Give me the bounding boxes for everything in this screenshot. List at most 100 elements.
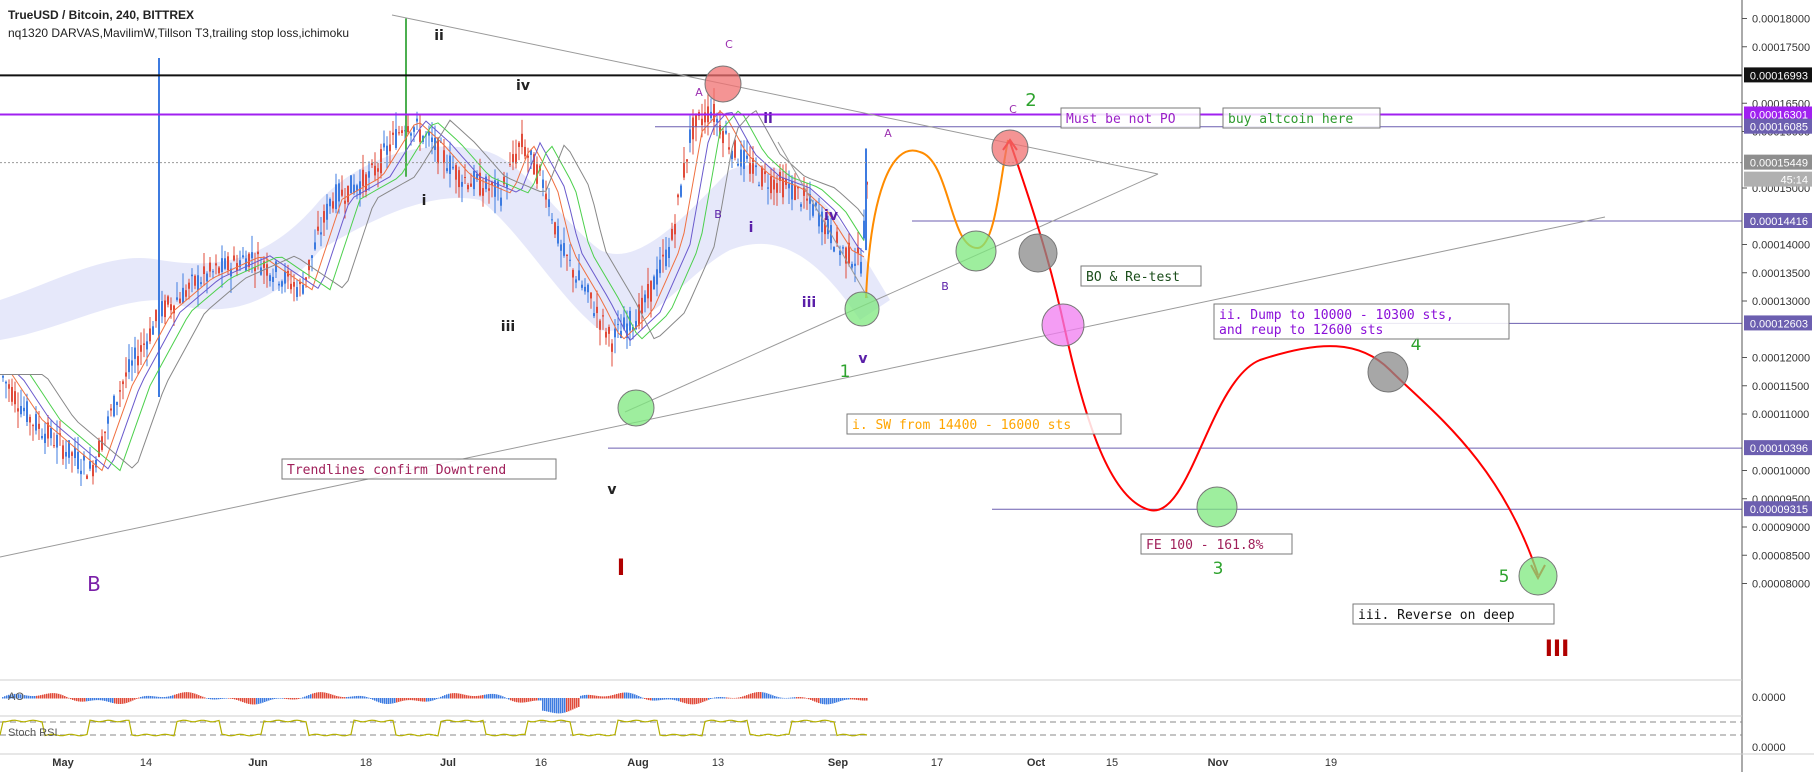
candle-body <box>569 259 571 261</box>
candle-body <box>815 202 817 206</box>
candle-body <box>41 435 43 439</box>
ao-bar <box>794 697 796 699</box>
wave-label: 3 <box>1213 559 1224 579</box>
wave-label: 2 <box>1025 90 1036 111</box>
ao-bar <box>748 694 750 699</box>
ao-bar <box>714 697 716 699</box>
ao-bar <box>44 694 46 699</box>
candle-body <box>125 372 127 377</box>
ao-bar <box>310 694 312 699</box>
candle-body <box>461 181 463 187</box>
ao-bar <box>744 695 746 699</box>
ao-bar <box>450 693 452 699</box>
ao-bar <box>294 698 296 700</box>
ao-bar <box>402 698 404 701</box>
time-axis: May 14 Jun 18 Jul 16 Aug 13 Sep 17 Oct 15 Nov 19 <box>52 757 1337 769</box>
ao-bar <box>298 698 300 699</box>
ao-bar <box>300 697 302 699</box>
ao-bar <box>844 698 846 701</box>
candle-body <box>809 194 811 204</box>
ao-bar <box>158 696 160 699</box>
ao-bar <box>192 692 194 699</box>
ao-bar <box>240 698 242 702</box>
candle-body <box>389 144 391 152</box>
candle-body <box>674 223 676 235</box>
candle-body <box>224 258 226 269</box>
ao-bar <box>42 694 44 699</box>
candle-body <box>347 185 349 203</box>
ao-bar <box>610 695 612 699</box>
candle-body <box>773 179 775 190</box>
candle-body <box>482 188 484 196</box>
ao-bar <box>28 695 30 699</box>
ao-bar <box>826 698 828 705</box>
ao-bar <box>678 698 680 702</box>
candle-body <box>689 129 691 143</box>
candle-body <box>800 204 802 207</box>
ao-bar <box>34 695 36 699</box>
ao-bar <box>680 698 682 702</box>
ao-bar <box>656 698 658 701</box>
candle-body <box>602 315 604 317</box>
candle-body <box>155 309 157 322</box>
price-tag <box>1744 171 1812 187</box>
candle-body <box>686 159 688 162</box>
ao-bar <box>94 698 96 701</box>
ao-bar <box>496 694 498 699</box>
candle-body <box>359 181 361 195</box>
price-tick-label: 0.00018000 <box>1752 14 1810 26</box>
ao-bar <box>366 697 368 699</box>
candle-body <box>353 184 355 194</box>
ao-bar <box>432 698 434 701</box>
candle-body <box>671 228 673 240</box>
ao-bar <box>796 697 798 699</box>
ao-bar <box>780 697 782 699</box>
ao-bar <box>336 695 338 699</box>
ao-bar <box>410 698 412 701</box>
ao-bar <box>720 696 722 699</box>
candle-body <box>326 203 328 220</box>
ao-bar <box>368 697 370 699</box>
ao-bar <box>716 697 718 699</box>
candle-body <box>818 212 820 227</box>
projection-red <box>1009 141 1539 576</box>
candle-body <box>635 321 637 330</box>
ao-bar <box>820 698 822 704</box>
candle-body <box>272 276 274 282</box>
trendline-upper <box>391 14 1159 175</box>
ao-bar <box>690 698 692 705</box>
candle-body <box>266 264 268 276</box>
ao-bar <box>632 693 634 699</box>
candle-body <box>146 341 148 350</box>
ao-bar <box>100 698 102 701</box>
candle-body <box>506 183 508 188</box>
ao-bar <box>138 697 140 699</box>
time-label: Oct <box>1027 757 1046 769</box>
ao-bar <box>102 698 104 701</box>
ao-bar <box>382 698 384 704</box>
candle-body <box>20 406 22 415</box>
candle-body <box>470 183 472 187</box>
ao-bar <box>40 695 42 699</box>
candle-body <box>839 250 841 256</box>
candle-body <box>317 226 319 231</box>
candle-body <box>137 356 139 366</box>
ao-bar <box>264 698 266 703</box>
ao-bar <box>284 698 286 699</box>
candle-body <box>431 137 433 143</box>
candle-body <box>251 252 253 259</box>
ao-bar <box>214 698 216 700</box>
ao-bar <box>36 695 38 699</box>
price-tick-label: 0.00014000 <box>1752 240 1810 252</box>
ao-bar <box>556 698 558 714</box>
candle-body <box>374 165 376 176</box>
ao-bar <box>644 698 646 699</box>
candle-body <box>542 179 544 188</box>
ao-bar <box>332 694 334 699</box>
time-label: 15 <box>1106 757 1118 769</box>
time-label: 16 <box>535 757 547 769</box>
candle-body <box>650 280 652 302</box>
ao-bar <box>434 698 436 700</box>
ao-bar <box>230 698 232 699</box>
